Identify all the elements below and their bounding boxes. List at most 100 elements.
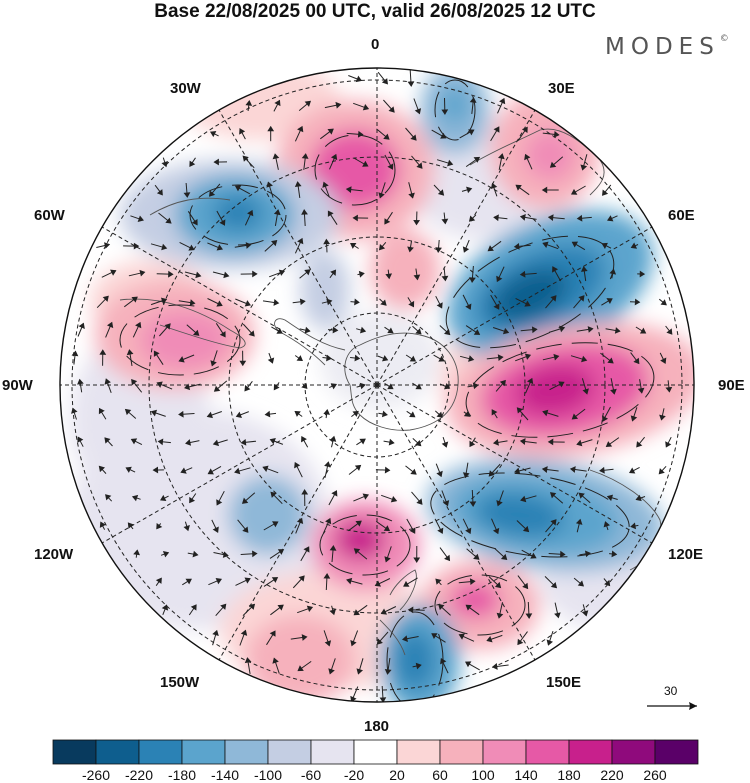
wind-vector-head: [496, 500, 503, 507]
wind-vector-head: [390, 495, 398, 503]
wind-vector-head: [383, 133, 390, 140]
wind-vector-head: [524, 300, 531, 307]
wind-vector-head: [494, 581, 502, 589]
wind-vector-head: [330, 269, 337, 276]
wind-vector-head: [444, 554, 451, 562]
wind-vector-head: [542, 409, 549, 417]
wind-vector-head: [611, 550, 618, 558]
wind-vector-head: [635, 494, 642, 502]
wind-vector-head: [379, 697, 387, 702]
wind-vector-head: [380, 299, 387, 306]
wind-vector-head: [558, 381, 565, 388]
wind-vector-head: [576, 214, 583, 222]
wind-vector-head: [327, 128, 334, 135]
wind-vector-head: [524, 153, 531, 161]
logo-text: MODES: [605, 34, 720, 60]
wind-vector-head: [189, 160, 196, 168]
wind-vector-head: [212, 439, 220, 447]
wind-vector-head: [517, 638, 524, 646]
wind-vector-head: [441, 275, 449, 282]
wind-vector-head: [77, 378, 84, 385]
wind-vector-head: [549, 161, 557, 168]
wind-vector-head: [213, 385, 221, 392]
wind-vector-head: [298, 575, 305, 582]
wind-vector-head: [235, 411, 242, 418]
wind-vector-head: [185, 578, 193, 585]
colorbar-swatch: [310, 739, 355, 765]
colorbar-swatch: [525, 739, 570, 765]
wind-vector-head: [499, 97, 506, 105]
wind-vector-head: [630, 522, 637, 530]
wind-vector-head: [277, 604, 284, 611]
wind-vector-head: [610, 388, 617, 395]
wind-vector-head: [133, 242, 140, 250]
wind-vector-head: [384, 218, 391, 225]
wind-vector-head: [384, 556, 391, 563]
wind-vector-head: [384, 466, 391, 474]
wind-vector-head: [210, 360, 217, 367]
wind-vector-head: [350, 695, 357, 702]
wind-vector-head: [633, 357, 640, 365]
colorbar-tick-label: -140: [210, 767, 240, 783]
wind-vector-head: [264, 410, 271, 418]
wind-vector-head: [273, 299, 280, 306]
wind-vector-head: [559, 325, 566, 333]
colorbar-tick-label: -260: [81, 767, 111, 783]
wind-vector-head: [358, 270, 365, 278]
wind-vector-head: [569, 466, 576, 473]
lon-label-0: 0: [371, 36, 380, 53]
wind-vector-head: [252, 550, 258, 558]
south-pole-marker: [374, 382, 380, 388]
modes-logo: MODES©: [605, 34, 729, 60]
wind-vector-head: [270, 491, 277, 498]
wind-vector-head: [156, 522, 163, 530]
colorbar-swatch: [396, 739, 441, 765]
wind-vector-head: [519, 270, 526, 278]
lon-label-90w: 90W: [2, 377, 33, 394]
wind-vector-head: [414, 108, 422, 115]
wind-vector-head: [212, 629, 219, 637]
wind-vector-head: [541, 186, 548, 194]
reference-vector-label: 30: [664, 684, 678, 698]
wind-vector-head: [125, 466, 132, 473]
wind-vector-head: [581, 610, 589, 617]
wind-vector-head: [415, 328, 422, 335]
wind-vector-head: [606, 298, 613, 305]
lon-label-180: 180: [364, 718, 390, 735]
wind-vector-head: [603, 521, 611, 528]
wind-vector-head: [465, 303, 472, 310]
wind-vector-head: [472, 382, 479, 390]
wind-vector-head: [137, 215, 144, 222]
wind-vector-head: [401, 635, 408, 642]
wind-vector-head: [436, 470, 443, 478]
wind-vector-head: [131, 378, 138, 386]
wind-vector-head: [185, 439, 192, 446]
wind-vector-head: [413, 274, 421, 281]
wind-vector-head: [636, 441, 643, 448]
wind-vector-head: [519, 438, 526, 445]
wind-vector-head: [245, 100, 253, 106]
wind-vector-head: [435, 578, 442, 585]
wind-vector-head: [492, 439, 499, 446]
wind-vector-head: [630, 415, 638, 422]
wind-vector-head: [665, 441, 672, 448]
wind-vectors: [71, 69, 673, 702]
wind-vector-head: [219, 331, 226, 338]
wind-vector-head: [553, 130, 560, 138]
wind-vector-head: [462, 472, 470, 479]
wind-vector-head: [152, 466, 159, 474]
wind-vector-head: [639, 270, 646, 278]
wind-vector-head: [239, 360, 247, 367]
wind-vector-head: [303, 546, 310, 553]
wind-vector-head: [547, 438, 554, 446]
wind-vector-head: [606, 494, 614, 502]
wind-vector-head: [354, 354, 361, 362]
wind-vector-head: [350, 243, 357, 249]
wind-vector-head: [516, 407, 524, 414]
wind-vector-head: [493, 214, 499, 222]
wind-vector-head: [207, 468, 214, 475]
wind-vector-head: [155, 577, 162, 584]
wind-vector-head: [515, 184, 522, 191]
wind-vector-head: [498, 153, 505, 160]
